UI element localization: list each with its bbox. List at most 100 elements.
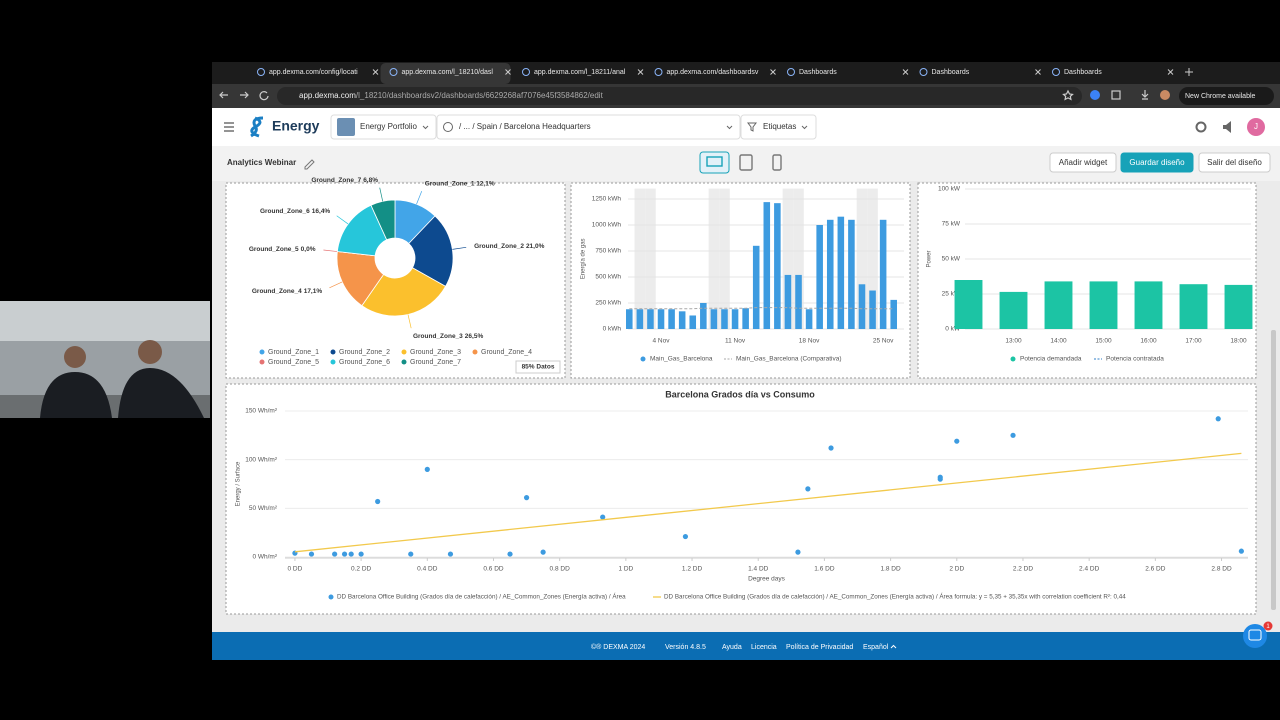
x-tick-label: 15:00 — [1095, 338, 1112, 345]
toolbar-button[interactable] — [1120, 152, 1194, 173]
chat-badge-count: 1 — [1266, 624, 1270, 630]
back-icon[interactable] — [219, 91, 228, 99]
chat-badge — [1263, 621, 1273, 631]
pie-label: Ground_Zone_7 6,8% — [311, 177, 378, 184]
avatar[interactable] — [1247, 118, 1265, 136]
point — [424, 466, 430, 472]
bar — [1089, 281, 1118, 329]
legend-marker — [330, 349, 336, 355]
new-tab — [1185, 68, 1193, 76]
dashboard-title: Analytics Webinar — [227, 158, 296, 167]
pie-label-name: Ground_Zone_5 — [249, 246, 299, 253]
x-tick-label: 2 DD — [949, 566, 964, 573]
toolbar-button-label: Añadir widget — [1059, 158, 1108, 167]
point — [447, 551, 454, 557]
pie-leader — [323, 249, 338, 252]
legend-marker — [401, 349, 407, 355]
x-tick-label: 1.6 DD — [814, 566, 835, 573]
bar — [700, 303, 707, 329]
download-icon[interactable] — [1141, 90, 1149, 100]
profile-icon[interactable] — [1160, 90, 1170, 100]
point — [937, 476, 943, 482]
weekend-band — [708, 188, 720, 329]
y-tick-label: 1000 kWh — [592, 222, 622, 229]
x-tick-label: 0.8 DD — [550, 566, 571, 573]
y-tick-label: 25 kW — [942, 291, 961, 298]
y-tick-label: 50 Wh/m² — [249, 505, 278, 512]
pie-label-name: Ground_Zone_4 — [252, 288, 302, 295]
legend-marker — [640, 356, 646, 362]
y-tick-label: 500 kWh — [595, 274, 621, 281]
pie-leader — [329, 281, 343, 289]
legend-label: Ground_Zone_6 — [339, 359, 390, 366]
legend-label: DD Barcelona Office Building (Grados día… — [337, 592, 626, 601]
tablet-view[interactable] — [739, 154, 753, 171]
pie-label-value: 26,5% — [465, 333, 484, 340]
legend-marker — [259, 359, 265, 365]
bar — [647, 309, 654, 329]
pie-label-value: 17,1% — [304, 288, 323, 295]
pie-leader — [379, 187, 384, 202]
bar — [869, 290, 876, 329]
bar — [879, 219, 887, 329]
pie-label-value: 0,0% — [301, 246, 316, 253]
tab-title: Dashboards — [799, 69, 837, 76]
point — [348, 551, 354, 557]
toolbar-button[interactable] — [1198, 152, 1271, 173]
tab-title: Dashboards — [932, 69, 970, 76]
pie-label-name: Ground_Zone_6 — [260, 208, 310, 215]
bookmark-icon[interactable] — [1062, 89, 1074, 101]
bar — [837, 216, 845, 329]
tab-favicon — [787, 68, 795, 76]
y-tick-label: 100 Wh/m² — [245, 456, 278, 463]
footer-item: Licencia — [751, 644, 777, 651]
pie-label-value: 12,1% — [476, 180, 495, 187]
language-chevron — [890, 644, 897, 649]
x-tick-label: 2.2 DD — [1013, 566, 1034, 573]
update-button[interactable] — [1179, 87, 1274, 105]
url-host: app.dexma.com — [299, 91, 356, 100]
extension-icon[interactable] — [1090, 90, 1100, 100]
url-field[interactable] — [277, 87, 1082, 105]
toolbar-button[interactable] — [1049, 152, 1117, 173]
bar — [763, 202, 771, 329]
legend-marker — [472, 349, 478, 355]
point — [600, 514, 606, 520]
y-tick-label: 1250 kWh — [592, 196, 622, 203]
toolbar-button-label: Salir del diseño — [1207, 158, 1262, 167]
point — [1238, 548, 1244, 554]
location: / ... / Spain / Barcelona Headquarters — [459, 122, 591, 131]
edit-icon[interactable] — [304, 159, 315, 170]
portfolio-selector[interactable] — [330, 114, 437, 140]
tab-favicon — [919, 68, 928, 76]
settings-icon[interactable] — [1195, 121, 1207, 133]
legend-marker — [401, 359, 407, 365]
widget-card[interactable] — [225, 383, 1257, 615]
location-selector[interactable] — [436, 114, 741, 140]
chat-button[interactable] — [1243, 624, 1267, 648]
y-tick-label: 75 kW — [942, 221, 961, 228]
desktop-view[interactable] — [699, 151, 730, 174]
mobile-view[interactable] — [772, 154, 782, 171]
tags-selector[interactable] — [740, 114, 817, 140]
x-tick-label: 1.8 DD — [880, 566, 901, 573]
extensions-icon[interactable] — [1111, 90, 1121, 100]
portfolio-thumb — [337, 118, 355, 136]
point — [332, 551, 338, 557]
point — [341, 551, 348, 557]
data-badge-label: 85% Datos — [522, 364, 555, 371]
person — [118, 368, 204, 418]
footer-item: Ayuda — [722, 644, 742, 651]
pie-label-name: Ground_Zone_7 — [311, 177, 361, 184]
person — [138, 340, 162, 364]
tab-title: app.dexma.com/l_18210/dasl — [402, 69, 494, 76]
menu-icon[interactable] — [224, 122, 234, 132]
bar — [689, 315, 697, 329]
forward-icon[interactable] — [240, 91, 249, 99]
weekend-band — [634, 188, 646, 329]
reload-icon[interactable] — [259, 91, 269, 101]
announcements-icon[interactable] — [1223, 121, 1231, 133]
point — [1215, 416, 1221, 422]
person — [40, 372, 112, 418]
scrollbar[interactable] — [1271, 330, 1276, 610]
